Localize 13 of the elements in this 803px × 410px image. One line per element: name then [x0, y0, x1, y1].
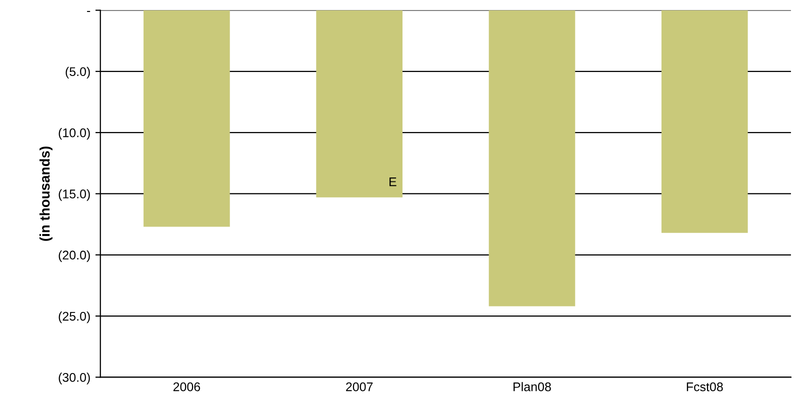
y-axis-title: (in thousands) [40, 146, 52, 241]
y-tick-label: (25.0) [58, 312, 90, 324]
x-tick-label: 2006 [173, 382, 200, 392]
y-tick-label: - [87, 10, 90, 12]
annotation: E [390, 177, 396, 186]
y-tick-label: (10.0) [58, 128, 90, 140]
y-tick-label: (15.0) [58, 189, 90, 201]
x-tick-label: Fcst08 [686, 382, 723, 392]
y-tick-label: (20.0) [58, 250, 90, 262]
y-tick-label: (5.0) [66, 66, 90, 79]
y-tick-label: (30.0) [58, 372, 90, 384]
x-tick-label: 2007 [346, 382, 373, 392]
x-tick-label: Plan08 [514, 382, 551, 392]
